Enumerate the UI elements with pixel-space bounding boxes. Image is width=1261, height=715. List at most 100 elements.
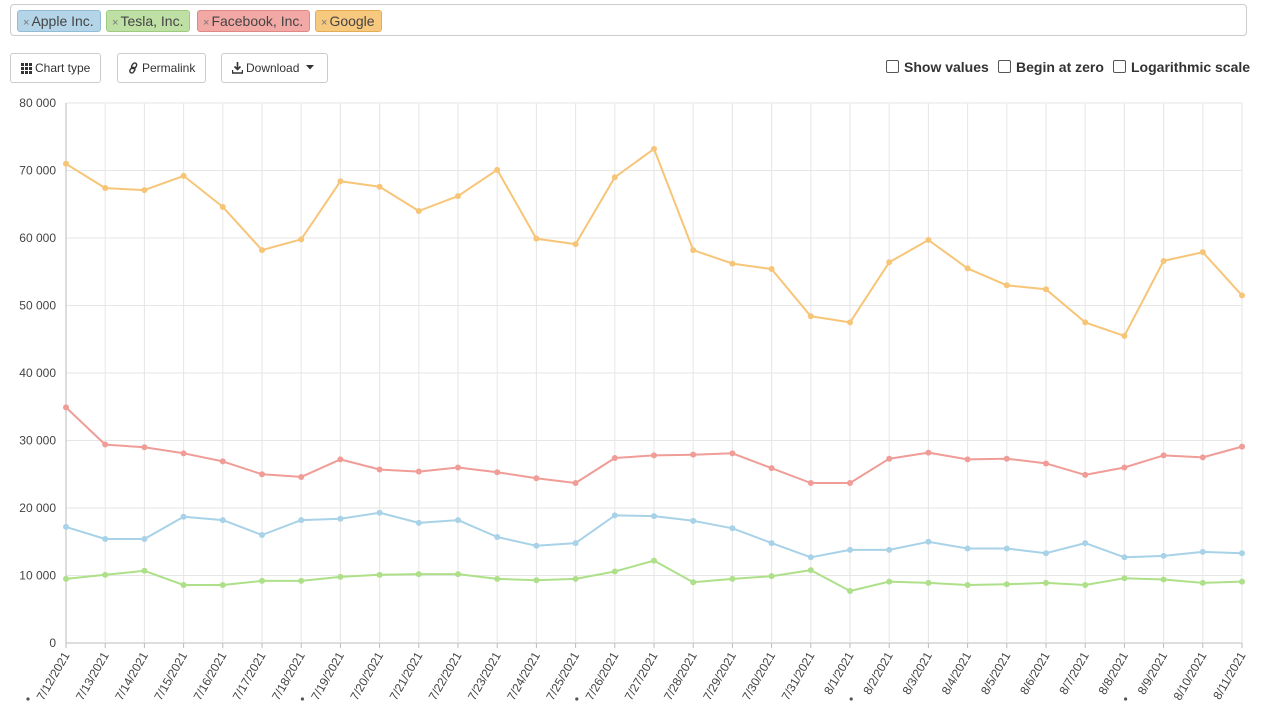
show-values-checkbox[interactable] <box>886 60 899 73</box>
data-point-facebook-inc <box>611 455 618 462</box>
show-values-option[interactable]: Show values <box>886 59 989 75</box>
data-point-apple-inc <box>651 513 657 520</box>
tag-label: Tesla, Inc. <box>120 13 184 29</box>
data-point-facebook-inc <box>964 456 971 463</box>
data-point-tesla-inc <box>63 575 69 582</box>
x-tick-label: 7/23/2021 <box>465 649 504 703</box>
tag-apple[interactable]: × Apple Inc. <box>17 10 101 32</box>
permalink-label: Permalink <box>142 61 196 75</box>
x-tick-label: 7/20/2021 <box>347 649 386 703</box>
data-point-tesla-inc <box>1160 576 1167 583</box>
data-point-facebook-inc <box>180 450 187 457</box>
data-point-apple-inc <box>925 538 932 545</box>
remove-icon[interactable]: × <box>321 17 328 29</box>
begin-at-zero-checkbox[interactable] <box>998 60 1011 73</box>
data-point-apple-inc <box>494 534 501 541</box>
x-tick-label: 7/31/2021 <box>779 649 818 703</box>
data-point-google <box>141 187 148 194</box>
permalink-button[interactable]: Permalink <box>117 53 207 83</box>
data-point-google <box>376 183 383 190</box>
data-point-google <box>298 236 305 243</box>
data-point-apple-inc <box>1082 540 1089 547</box>
data-point-tesla-inc <box>729 575 736 582</box>
data-point-facebook-inc <box>847 480 853 487</box>
data-point-tesla-inc <box>455 571 461 578</box>
data-point-google <box>63 160 69 167</box>
tag-tesla[interactable]: × Tesla, Inc. <box>106 10 191 32</box>
grid-icon <box>21 63 32 74</box>
y-tick-label: 40 000 <box>19 366 56 380</box>
data-point-tesla-inc <box>298 577 305 584</box>
data-point-google <box>102 185 109 192</box>
data-point-tesla-inc <box>259 577 265 584</box>
week-marker-dot <box>849 697 853 701</box>
data-point-apple-inc <box>768 540 775 547</box>
week-marker-dot <box>26 697 30 701</box>
data-point-tesla-inc <box>1082 581 1089 588</box>
data-point-apple-inc <box>415 519 422 526</box>
data-point-apple-inc <box>1043 550 1049 557</box>
tag-label: Facebook, Inc. <box>211 13 304 29</box>
data-point-apple-inc <box>1239 550 1245 557</box>
data-point-facebook-inc <box>768 465 775 472</box>
data-point-tesla-inc <box>768 573 775 580</box>
tag-facebook[interactable]: × Facebook, Inc. <box>197 10 311 32</box>
series-tag-bar[interactable]: × Apple Inc. × Tesla, Inc. × Facebook, Inc.… <box>10 4 1247 36</box>
begin-at-zero-option[interactable]: Begin at zero <box>998 59 1104 75</box>
data-point-apple-inc <box>219 517 226 524</box>
remove-icon[interactable]: × <box>112 17 119 29</box>
x-tick-label: 7/24/2021 <box>504 649 543 703</box>
data-point-facebook-inc <box>807 480 814 487</box>
chart-type-label: Chart type <box>35 61 91 75</box>
data-point-facebook-inc <box>455 464 461 471</box>
tag-google[interactable]: × Google <box>315 10 382 32</box>
log-scale-option[interactable]: Logarithmic scale <box>1113 59 1250 75</box>
data-point-facebook-inc <box>298 473 305 480</box>
x-tick-label: 8/7/2021 <box>1056 649 1092 697</box>
download-button[interactable]: Download <box>221 53 328 83</box>
data-point-google <box>455 193 461 200</box>
data-point-apple-inc <box>690 517 697 524</box>
data-point-apple-inc <box>572 540 579 547</box>
x-tick-label: 8/9/2021 <box>1135 649 1171 697</box>
data-point-apple-inc <box>847 546 853 553</box>
data-point-facebook-inc <box>651 452 657 459</box>
x-tick-label: 7/18/2021 <box>269 649 308 703</box>
data-point-tesla-inc <box>219 581 226 588</box>
week-marker-dot <box>575 697 579 701</box>
data-point-facebook-inc <box>1082 471 1089 478</box>
data-point-tesla-inc <box>337 573 344 580</box>
data-point-tesla-inc <box>886 578 893 585</box>
data-point-tesla-inc <box>141 567 148 574</box>
x-tick-label: 7/14/2021 <box>112 649 151 703</box>
data-point-facebook-inc <box>729 450 736 457</box>
data-point-apple-inc <box>180 513 187 520</box>
data-point-google <box>807 313 814 320</box>
data-point-tesla-inc <box>376 571 383 578</box>
x-tick-label: 7/13/2021 <box>73 649 112 703</box>
chart-type-button[interactable]: Chart type <box>10 53 102 83</box>
download-icon <box>231 62 244 74</box>
data-point-facebook-inc <box>337 456 344 463</box>
download-label: Download <box>246 61 300 75</box>
data-point-apple-inc <box>729 525 736 532</box>
tag-label: Apple Inc. <box>31 13 94 29</box>
data-point-apple-inc <box>298 517 305 524</box>
log-scale-label: Logarithmic scale <box>1131 59 1251 75</box>
data-point-tesla-inc <box>572 575 579 582</box>
data-point-tesla-inc <box>847 588 853 595</box>
data-point-tesla-inc <box>1121 575 1128 582</box>
data-point-google <box>259 247 265 254</box>
data-point-google <box>768 266 775 273</box>
log-scale-checkbox[interactable] <box>1113 60 1126 73</box>
data-point-apple-inc <box>455 517 461 524</box>
remove-icon[interactable]: × <box>23 17 30 29</box>
data-point-google <box>729 260 736 267</box>
data-point-tesla-inc <box>494 575 501 582</box>
tag-label: Google <box>329 13 375 29</box>
x-tick-label: 8/2/2021 <box>860 649 896 697</box>
remove-icon[interactable]: × <box>203 17 210 29</box>
x-tick-label: 7/17/2021 <box>230 649 269 703</box>
data-point-facebook-inc <box>141 444 148 451</box>
